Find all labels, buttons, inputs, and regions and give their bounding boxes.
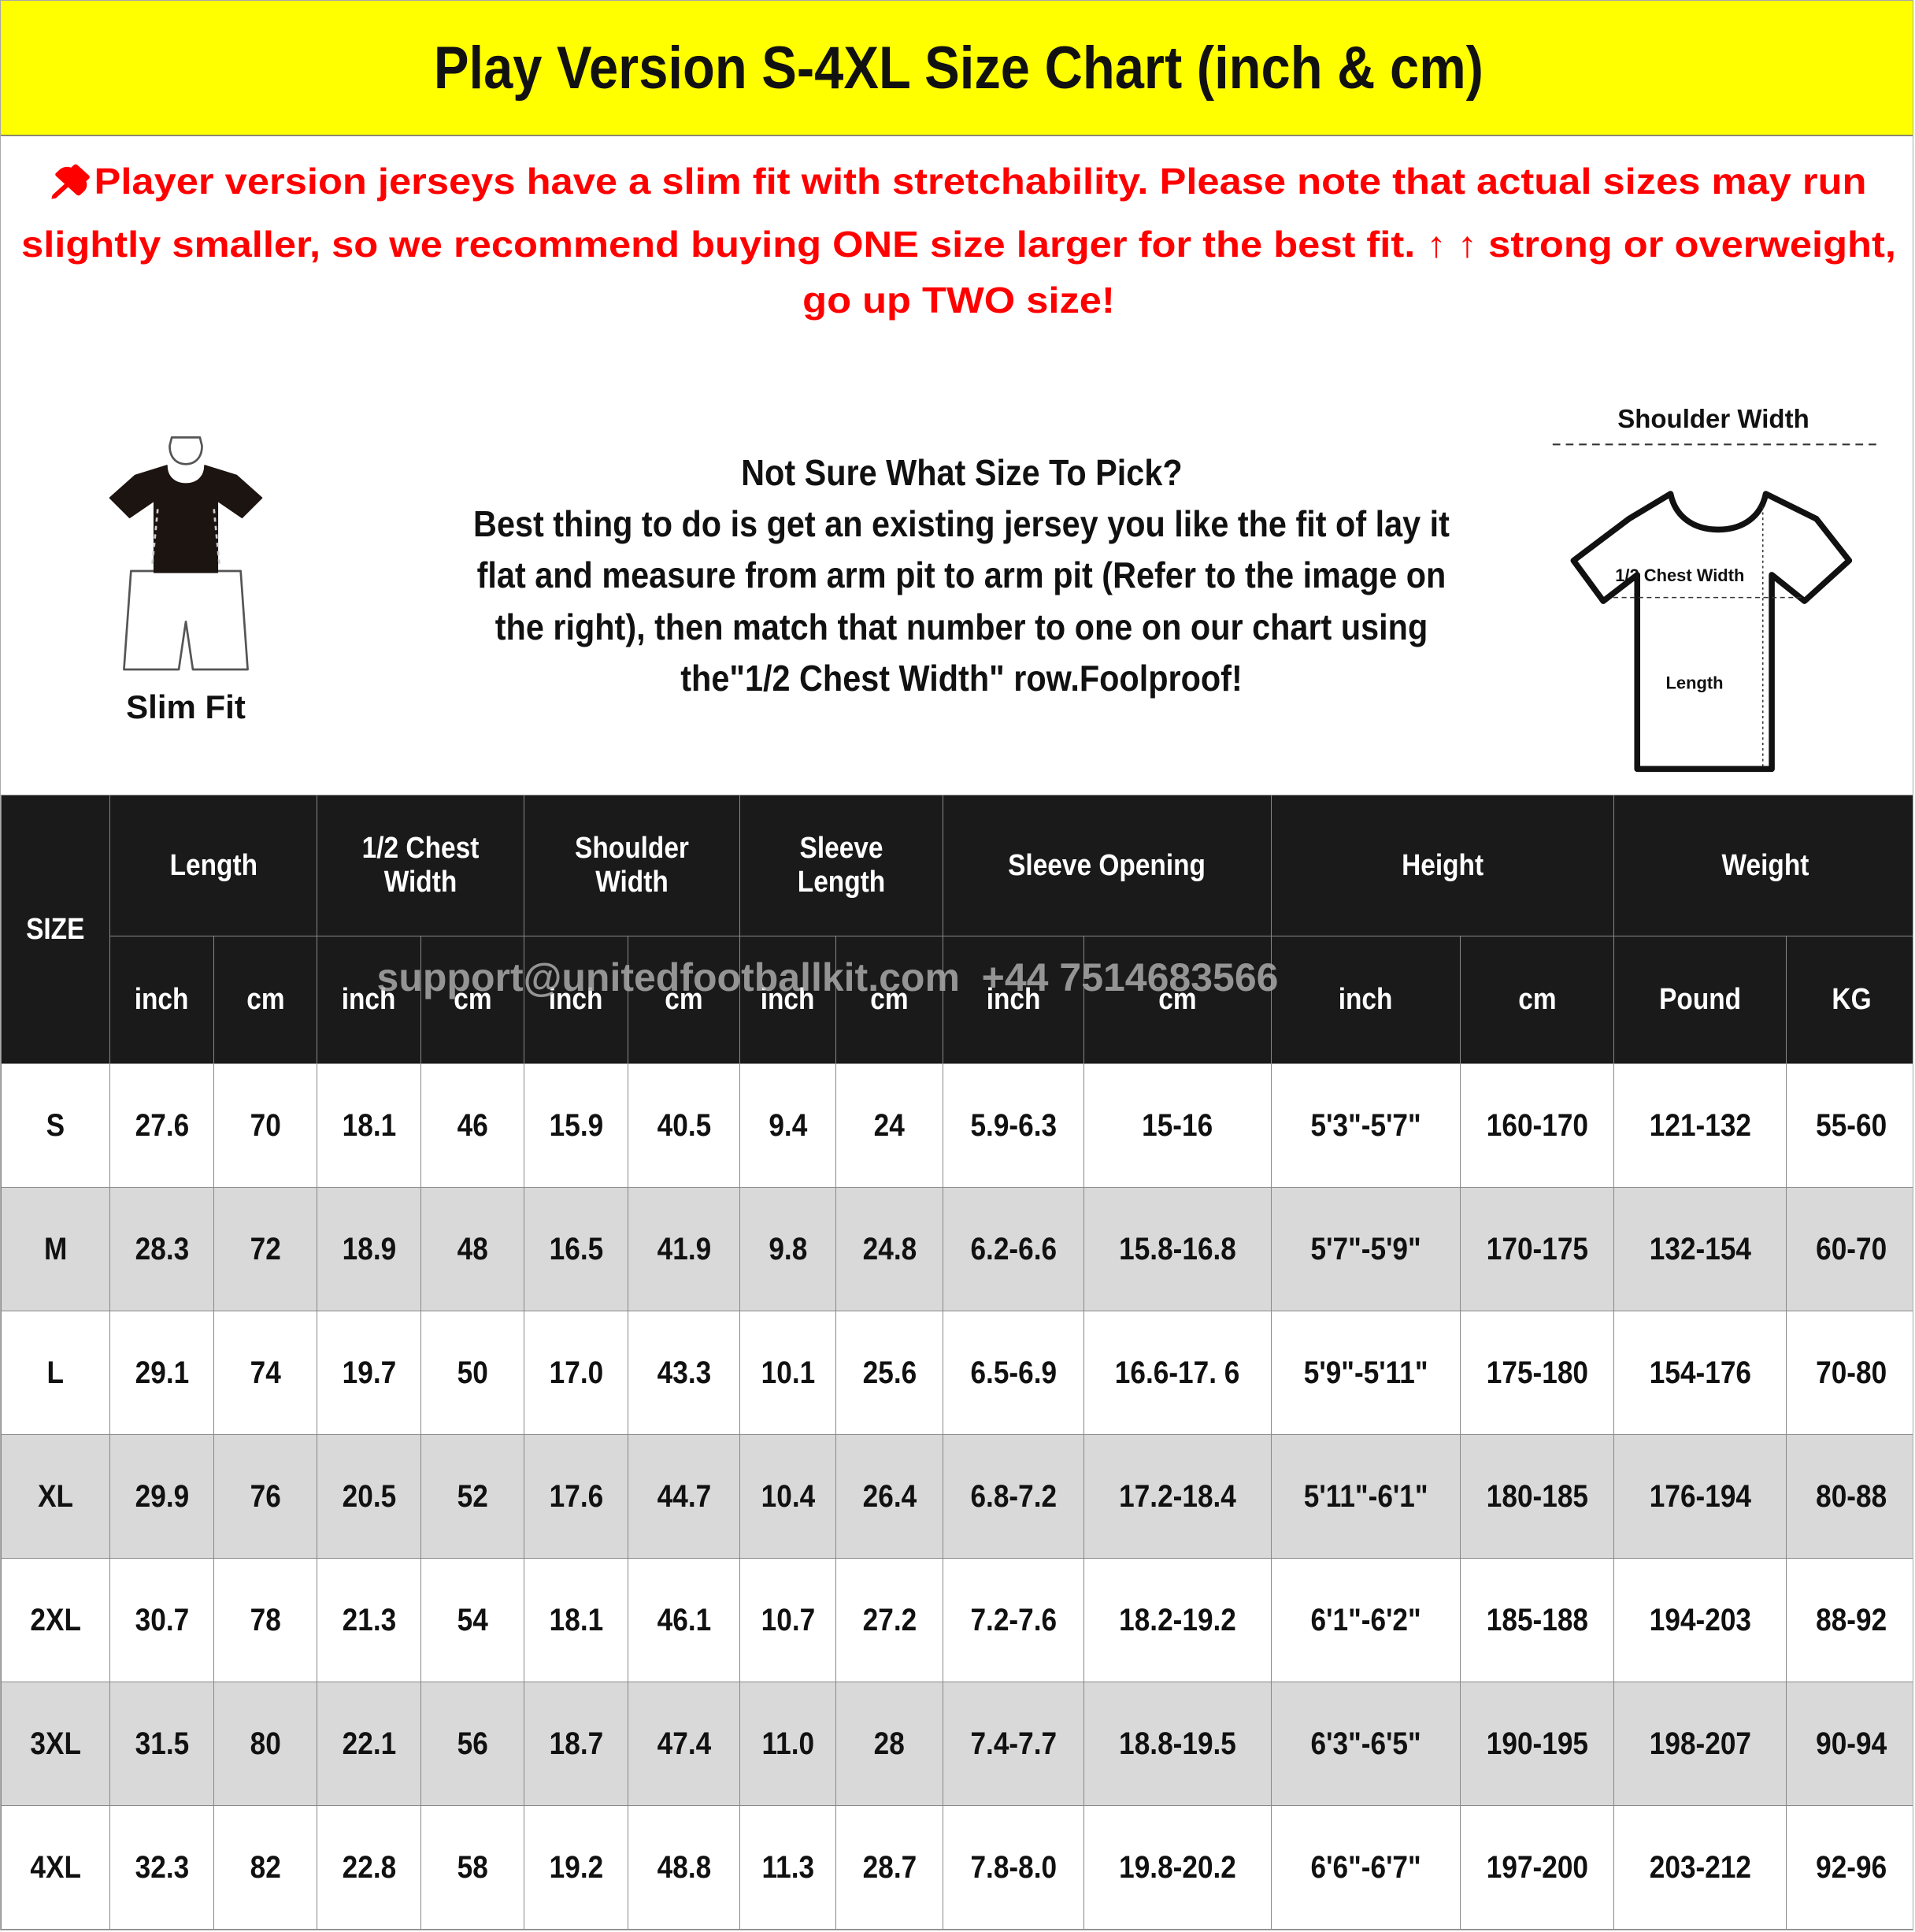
svg-text:Length: Length — [1666, 673, 1724, 692]
svg-text:1/2 Chest Width: 1/2 Chest Width — [1615, 566, 1744, 585]
